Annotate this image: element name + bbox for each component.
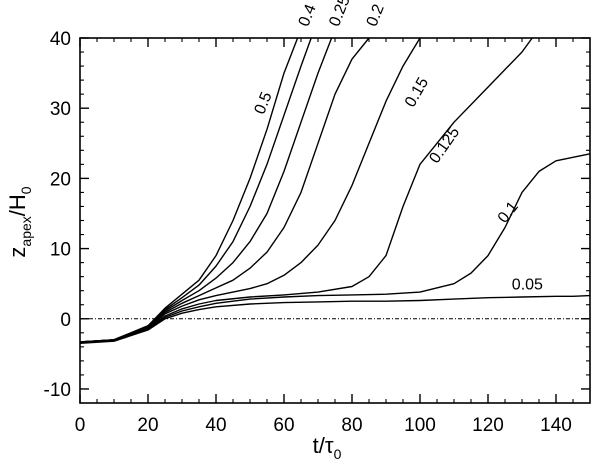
- curve-label-0.15: 0.15: [402, 75, 432, 111]
- curve-0.125: [79, 37, 533, 344]
- curve-label-0.125: 0.125: [426, 124, 463, 167]
- y-axis-title: zapex/H0: [5, 186, 34, 257]
- y-tick-label: 20: [50, 169, 71, 190]
- x-tick-label: 100: [404, 415, 436, 436]
- curve-0.15: [79, 37, 421, 344]
- curve-label-0.1: 0.1: [495, 198, 522, 226]
- x-tick-label: 140: [540, 415, 572, 436]
- plot-frame: [79, 37, 591, 404]
- y-tick-label: 40: [50, 29, 71, 50]
- curve-label-0.4: 0.4: [296, 2, 320, 29]
- x-tick-label: 60: [273, 415, 294, 436]
- curve-label-0.05: 0.05: [512, 276, 543, 293]
- y-tick-label: 30: [50, 99, 71, 120]
- x-tick-label: 80: [341, 415, 362, 436]
- x-axis-title: t/τ0: [313, 433, 342, 462]
- y-tick-label: 0: [60, 310, 71, 331]
- curves: [79, 37, 591, 344]
- curve-0.2: [79, 37, 370, 343]
- curve-label-0.25: 0.25: [326, 0, 353, 29]
- y-tick-label: -10: [44, 380, 71, 401]
- x-tick-label: 20: [137, 415, 158, 436]
- curve-label-0.2: 0.2: [364, 2, 388, 29]
- x-tick-label: 0: [75, 415, 86, 436]
- y-tick-label: 10: [50, 240, 71, 261]
- curve-0.1: [79, 153, 591, 344]
- x-tick-label: 40: [205, 415, 226, 436]
- x-tick-label: 120: [472, 415, 504, 436]
